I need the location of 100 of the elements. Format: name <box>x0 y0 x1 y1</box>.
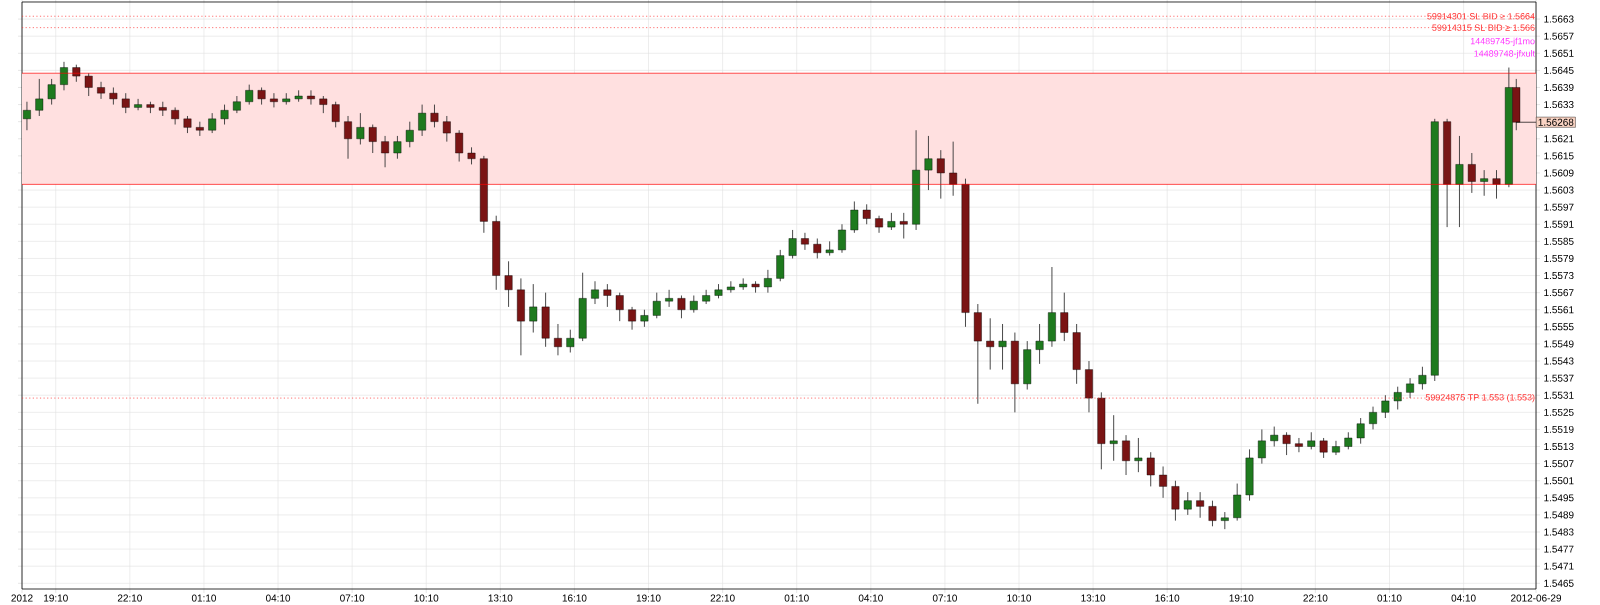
candlestick <box>862 203 871 225</box>
y-tick-label: 1.5561 <box>1544 306 1574 314</box>
candlestick <box>405 121 414 148</box>
candlestick <box>1480 169 1489 197</box>
x-tick-label: 13:10 <box>1081 594 1106 602</box>
y-tick-label: 1.5543 <box>1544 357 1574 365</box>
y-tick-label: 1.5591 <box>1544 220 1574 228</box>
candlestick <box>1455 135 1464 228</box>
candlestick <box>381 135 389 168</box>
candlestick <box>776 249 785 282</box>
x-tick-label: 04:10 <box>265 594 291 602</box>
y-tick-label: 1.5555 <box>1544 323 1574 331</box>
x-tick-label: 16:10 <box>1155 594 1180 602</box>
candlestick <box>838 223 846 254</box>
candlestick <box>84 72 93 97</box>
ref-line-label: 59914301 SL BID ≥ 1.5664 <box>1427 13 1535 20</box>
candlestick <box>270 92 278 108</box>
y-tick-label: 1.5513 <box>1544 443 1574 451</box>
y-tick-label: 1.5645 <box>1544 66 1574 74</box>
candlestick <box>1295 437 1303 453</box>
candlestick <box>677 295 686 319</box>
candlestick <box>1035 323 1044 365</box>
candlestick <box>652 292 661 319</box>
candlestick <box>47 78 56 106</box>
candlestick <box>1393 386 1402 410</box>
y-tick-label: 1.5639 <box>1544 83 1574 91</box>
candlestick <box>998 323 1007 371</box>
candlestick <box>1467 152 1476 194</box>
y-tick-label: 1.5657 <box>1544 32 1574 40</box>
x-tick-label: 2012-06-29 <box>1511 594 1562 602</box>
candlestick <box>35 78 44 117</box>
annotation: 14489745-jf1mo <box>1470 37 1535 47</box>
candlestick <box>331 101 340 128</box>
y-tick-label: 1.5609 <box>1544 169 1574 177</box>
candlestick <box>1381 394 1390 419</box>
candlestick <box>121 92 130 114</box>
x-tick-label: 07:10 <box>340 594 365 602</box>
candlestick <box>171 106 180 125</box>
candlestick <box>307 89 315 106</box>
candlestick <box>60 61 68 91</box>
x-tick-label: 04:10 <box>1451 594 1476 602</box>
x-tick-label: 19:10 <box>636 594 661 602</box>
y-tick-label: 1.5495 <box>1544 494 1574 502</box>
candlestick <box>430 104 439 128</box>
annotation: 14489748-jfxult <box>1474 50 1535 59</box>
candlestick <box>1109 414 1118 462</box>
candlestick <box>1319 437 1328 459</box>
candlestick <box>726 280 735 294</box>
candlestick <box>986 317 995 371</box>
candlestick <box>208 112 217 134</box>
candlestick <box>875 215 883 234</box>
ref-line-label: 59924875 TP 1.553 (1.553) <box>1425 393 1535 403</box>
candlestick <box>356 112 365 145</box>
y-tick-label: 1.5615 <box>1544 152 1574 160</box>
x-tick-label: 22:10 <box>117 594 142 602</box>
candlestick <box>603 283 612 308</box>
candlestick <box>418 104 427 137</box>
candlestick <box>442 115 451 143</box>
ref-line-label: 59914315 SL BID ≥ 1.566 <box>1432 24 1535 31</box>
y-tick-label: 1.5519 <box>1544 425 1574 433</box>
candlestick <box>1196 491 1205 519</box>
candlestick <box>591 280 599 305</box>
x-tick-label: 07:10 <box>932 594 957 602</box>
y-tick-label: 1.5477 <box>1544 545 1574 553</box>
candlestick <box>665 289 674 308</box>
y-tick-label: 1.5531 <box>1544 391 1574 399</box>
candlestick <box>949 141 958 197</box>
x-tick-label: 16:10 <box>562 594 587 602</box>
y-tick-label: 1.5465 <box>1544 579 1574 587</box>
candlestick <box>936 149 945 200</box>
candlestick <box>245 84 254 106</box>
candlestick <box>1418 366 1427 390</box>
candlestick <box>1233 483 1242 522</box>
candlestick <box>1369 406 1377 430</box>
candlestick <box>1257 428 1266 465</box>
y-tick-label: 1.5501 <box>1544 477 1574 485</box>
x-tick-label: 01:10 <box>191 594 217 602</box>
y-tick-label: 1.5471 <box>1544 562 1574 570</box>
candlestick <box>504 260 513 308</box>
y-tick-label: 1.5663 <box>1544 15 1574 23</box>
candlestick <box>1183 491 1192 516</box>
x-tick-label: 2012 <box>11 594 33 602</box>
candlestick <box>615 292 624 322</box>
candlestick <box>1270 426 1279 447</box>
candlestick <box>1134 437 1143 473</box>
candlestick <box>850 201 859 234</box>
candlestick <box>97 81 105 100</box>
candlestick <box>1492 169 1501 200</box>
x-tick-label: 22:10 <box>1303 594 1328 602</box>
y-tick-label: 1.5633 <box>1544 101 1574 109</box>
candlestick <box>899 212 908 239</box>
candlestick <box>1332 440 1340 456</box>
candlestick <box>1122 434 1130 476</box>
y-tick-label: 1.5573 <box>1544 272 1574 280</box>
y-tick-label: 1.5621 <box>1544 135 1574 143</box>
candlestick <box>788 229 797 259</box>
candlestick <box>134 98 142 111</box>
x-tick-label: 19:10 <box>1229 594 1254 602</box>
y-tick-label: 1.5567 <box>1544 289 1574 297</box>
candlestick <box>1060 292 1069 342</box>
